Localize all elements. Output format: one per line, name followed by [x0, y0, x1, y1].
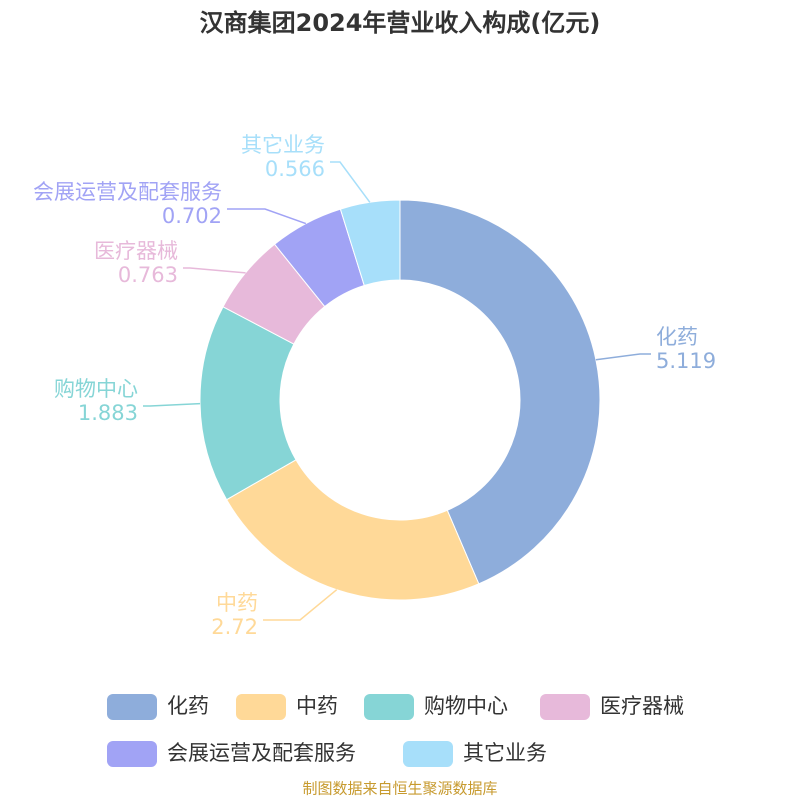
- slice-label-name: 其它业务: [241, 133, 325, 157]
- legend-label: 医疗器械: [600, 694, 684, 718]
- slice-label-value: 2.72: [211, 615, 258, 639]
- slice-label-name: 中药: [216, 591, 258, 615]
- leader-line: [330, 161, 371, 203]
- legend-label: 其它业务: [463, 741, 547, 765]
- legend-swatch: [107, 741, 157, 767]
- leader-line: [595, 353, 651, 361]
- legend-swatch: [403, 741, 453, 767]
- legend-label: 购物中心: [424, 694, 508, 718]
- slice-label-name: 购物中心: [54, 377, 138, 401]
- legend-swatch: [236, 694, 286, 720]
- donut-slice: [225, 459, 480, 601]
- slice-label-name: 医疗器械: [94, 239, 178, 263]
- leader-line: [143, 402, 201, 407]
- source: 制图数据来自恒生聚源数据库: [302, 780, 497, 798]
- legend-swatch: [107, 694, 157, 720]
- legend-swatch: [364, 694, 414, 720]
- legend-label: 中药: [296, 694, 338, 718]
- donut-slice: [399, 199, 601, 585]
- donut-slice: [339, 199, 401, 287]
- legend-label: 化药: [167, 694, 209, 718]
- leader-line: [227, 208, 307, 225]
- slice-label-value: 5.119: [656, 349, 716, 373]
- slice-label-name: 会展运营及配套服务: [33, 180, 222, 204]
- leader-line: [263, 589, 338, 621]
- slice-label-value: 0.763: [118, 263, 178, 287]
- slice-label-value: 1.883: [78, 401, 138, 425]
- legend-label: 会展运营及配套服务: [167, 741, 356, 765]
- chart-title: 汉商集团2024年营业收入构成(亿元): [200, 9, 601, 37]
- legend-swatch: [540, 694, 590, 720]
- slice-label-name: 化药: [656, 325, 698, 349]
- slice-label-value: 0.702: [162, 204, 222, 228]
- leader-line: [183, 267, 246, 274]
- slice-label-value: 0.566: [265, 157, 325, 181]
